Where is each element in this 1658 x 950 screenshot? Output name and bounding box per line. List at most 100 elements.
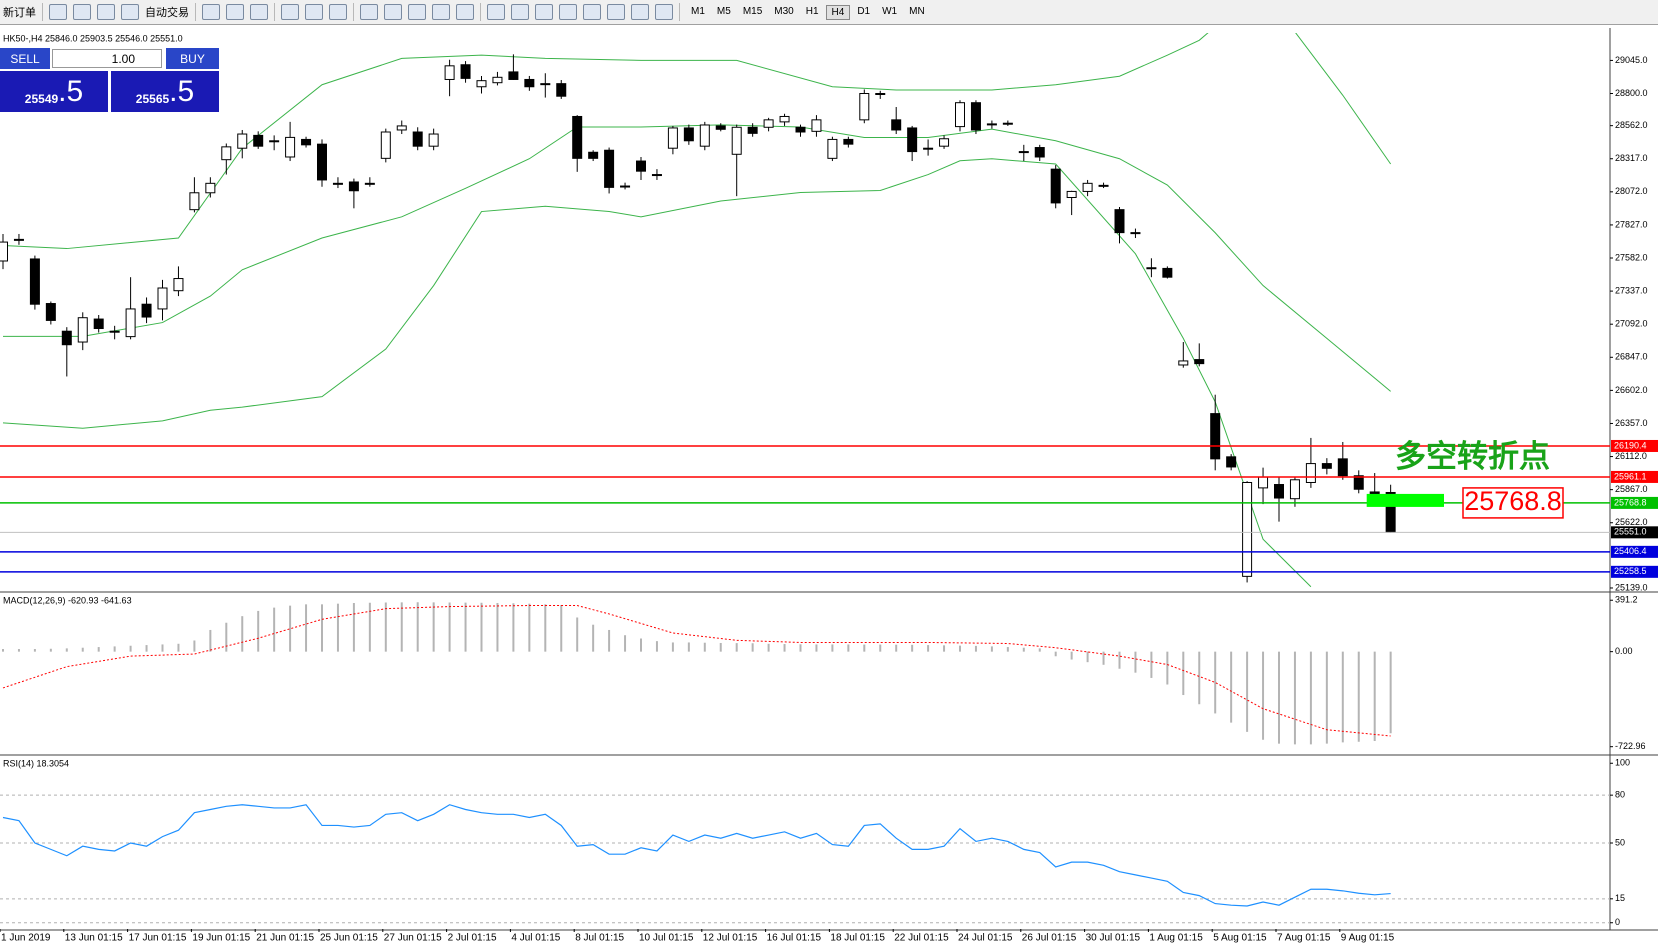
band-line bbox=[2, 158, 1312, 588]
icon[interactable] bbox=[329, 4, 347, 20]
candle-body bbox=[301, 138, 312, 146]
icon[interactable] bbox=[360, 4, 378, 20]
toolbar: 新订单 自动交易 M1 M5 M15 M30 H1 H4 D1 W1 MN bbox=[0, 0, 1658, 25]
icon[interactable] bbox=[432, 4, 450, 20]
y-tick-label: 0.00 bbox=[1615, 646, 1633, 656]
icon[interactable] bbox=[535, 4, 553, 20]
icon[interactable] bbox=[487, 4, 505, 20]
icon[interactable] bbox=[655, 4, 673, 20]
y-tick-label: 26847.0 bbox=[1615, 352, 1648, 362]
icon[interactable] bbox=[250, 4, 268, 20]
timeframe[interactable]: D1 bbox=[857, 5, 871, 17]
auto-trading[interactable]: 自动交易 bbox=[145, 7, 189, 19]
signal-line bbox=[2, 605, 1391, 737]
x-tick-label: 25 Jun 01:15 bbox=[320, 933, 378, 944]
candle-body bbox=[588, 151, 599, 159]
candle-body bbox=[556, 83, 567, 97]
candle-body bbox=[970, 102, 981, 131]
bid-main: 25549 bbox=[24, 92, 59, 106]
icon[interactable] bbox=[202, 4, 220, 20]
candle-body bbox=[476, 80, 487, 88]
band-line bbox=[2, 33, 1392, 250]
candle-body bbox=[843, 138, 854, 145]
candle-body bbox=[540, 83, 551, 86]
x-tick-label: 26 Jul 01:15 bbox=[1022, 933, 1077, 944]
icon[interactable] bbox=[73, 4, 91, 20]
x-tick-label: 18 Jul 01:15 bbox=[830, 933, 885, 944]
timeframe[interactable]: H1 bbox=[805, 5, 819, 17]
candle-body bbox=[508, 71, 519, 80]
icon[interactable] bbox=[408, 4, 426, 20]
candle-body bbox=[1034, 147, 1045, 158]
panel-title: RSI(14) 18.3054 bbox=[3, 758, 69, 768]
candle-body bbox=[205, 182, 216, 194]
icon[interactable] bbox=[511, 4, 529, 20]
icon[interactable] bbox=[631, 4, 649, 20]
lot-input[interactable]: 1.00 bbox=[52, 49, 162, 68]
candle-body bbox=[939, 138, 950, 147]
candle-body bbox=[1082, 182, 1093, 192]
candle-body bbox=[636, 160, 646, 172]
candle-body bbox=[747, 126, 758, 134]
icon[interactable] bbox=[559, 4, 577, 20]
callout-box bbox=[1462, 487, 1564, 519]
candle-body bbox=[811, 119, 822, 132]
candle-body bbox=[651, 174, 662, 177]
candle-body bbox=[1258, 476, 1269, 489]
candle-body bbox=[827, 138, 838, 159]
y-tick-label: 26602.0 bbox=[1615, 385, 1648, 395]
timeframe[interactable]: H4 bbox=[825, 4, 851, 20]
timeframe[interactable]: M5 bbox=[716, 5, 731, 17]
bid-box[interactable]: 25549.5 bbox=[0, 71, 108, 112]
candle-body bbox=[460, 64, 471, 79]
separator bbox=[42, 3, 43, 21]
level-label: 26190.4 bbox=[1614, 440, 1647, 450]
sell-button[interactable]: SELL bbox=[0, 48, 50, 69]
y-tick-label: 26357.0 bbox=[1615, 418, 1648, 428]
candle-body bbox=[173, 278, 184, 292]
ask-box[interactable]: 25565.5 bbox=[111, 71, 219, 112]
y-tick-label: 27092.0 bbox=[1615, 319, 1648, 329]
level-box bbox=[1611, 526, 1658, 539]
candle-body bbox=[907, 127, 918, 153]
buy-button[interactable]: BUY bbox=[166, 48, 219, 69]
timeframe[interactable]: MN bbox=[909, 5, 925, 17]
candle-body bbox=[620, 185, 631, 188]
candle-body bbox=[221, 146, 232, 161]
y-tick-label: 26112.0 bbox=[1615, 451, 1647, 461]
y-tick-label: 0 bbox=[1615, 917, 1620, 927]
timeframe[interactable]: M1 bbox=[691, 5, 705, 17]
panel-title: MACD(12,26,9) -620.93 -641.63 bbox=[3, 595, 132, 605]
icon[interactable] bbox=[97, 4, 115, 20]
y-tick-label: 28562.0 bbox=[1615, 120, 1648, 130]
plot-area bbox=[2, 804, 1391, 907]
level-label: 25551.0 bbox=[1614, 527, 1647, 537]
candle-body bbox=[61, 330, 72, 346]
candle-body bbox=[1274, 484, 1284, 499]
x-tick-label: 16 Jul 01:15 bbox=[767, 933, 822, 944]
icon[interactable] bbox=[456, 4, 474, 20]
new-order[interactable]: 新订单 bbox=[3, 7, 36, 19]
x-tick-label: 1 Aug 01:15 bbox=[1149, 933, 1203, 944]
level-label: 25961.1 bbox=[1614, 471, 1647, 481]
candle-body bbox=[1178, 360, 1189, 366]
candle-body bbox=[1002, 122, 1013, 125]
y-tick-label: 25139.0 bbox=[1615, 582, 1648, 592]
candle-body bbox=[1050, 168, 1061, 204]
icon[interactable] bbox=[121, 4, 139, 20]
icon[interactable] bbox=[226, 4, 244, 20]
icon[interactable] bbox=[49, 4, 67, 20]
timeframe[interactable]: W1 bbox=[882, 5, 898, 17]
candle-body bbox=[1242, 481, 1253, 577]
timeframe[interactable]: M15 bbox=[742, 5, 763, 17]
icon[interactable] bbox=[281, 4, 299, 20]
icon[interactable] bbox=[305, 4, 323, 20]
icon[interactable] bbox=[384, 4, 402, 20]
separator bbox=[679, 3, 680, 21]
x-tick-label: 24 Jul 01:15 bbox=[958, 933, 1013, 944]
icon[interactable] bbox=[607, 4, 625, 20]
candle-body bbox=[364, 182, 375, 185]
timeframe[interactable]: M30 bbox=[774, 5, 794, 17]
icon[interactable] bbox=[583, 4, 601, 20]
